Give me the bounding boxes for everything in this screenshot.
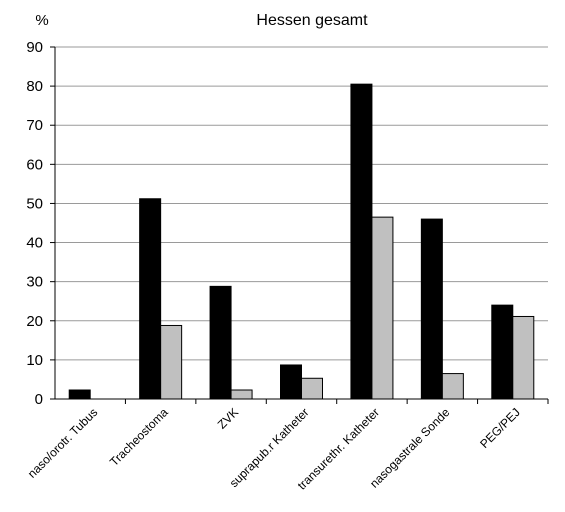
bar-series-2 — [230, 389, 253, 400]
x-category-label: nasogastrale Sonde — [367, 405, 453, 491]
y-tick-label: 50 — [26, 195, 43, 212]
y-axis-unit-label: % — [35, 12, 48, 29]
x-category-label: naso/orotr. Tubus — [25, 405, 100, 480]
chart-title: Hessen gesamt — [256, 12, 368, 29]
x-category-label: ZVK — [215, 405, 241, 431]
bar-series-1 — [280, 364, 302, 400]
bar-series-1 — [209, 285, 232, 400]
bar-series-2 — [512, 315, 535, 400]
y-tick-label: 10 — [26, 352, 43, 369]
bar-series-1 — [139, 198, 162, 400]
x-axis-labels: naso/orotr. Tubus Tracheostoma ZVKsuprapub… — [25, 399, 549, 492]
gridlines — [55, 46, 548, 361]
y-tick-label: 30 — [26, 274, 43, 291]
bar-series-2 — [441, 373, 464, 400]
y-tick-label: 80 — [26, 78, 43, 95]
bars — [68, 83, 535, 400]
y-tick-label: 20 — [26, 313, 43, 330]
y-tick-label: 40 — [26, 235, 43, 252]
y-tick-label: 60 — [26, 156, 43, 173]
y-tick-label: 90 — [26, 39, 43, 56]
y-tick-label: 70 — [26, 117, 43, 134]
bar-series-1 — [68, 389, 91, 400]
bar-series-2 — [160, 324, 183, 400]
bar-series-2 — [371, 216, 394, 400]
bar-series-2 — [301, 377, 323, 400]
x-category-label: PEG/PEJ — [477, 405, 523, 451]
bar-series-1 — [491, 304, 514, 400]
x-category-label: Tracheostoma — [107, 405, 171, 469]
bar-series-1 — [350, 83, 373, 400]
bar-series-1 — [420, 218, 443, 400]
y-axis-ticks: 0 10 20 30 40 50 60 70 80 90 — [26, 39, 55, 408]
y-tick-label: 0 — [35, 391, 43, 408]
